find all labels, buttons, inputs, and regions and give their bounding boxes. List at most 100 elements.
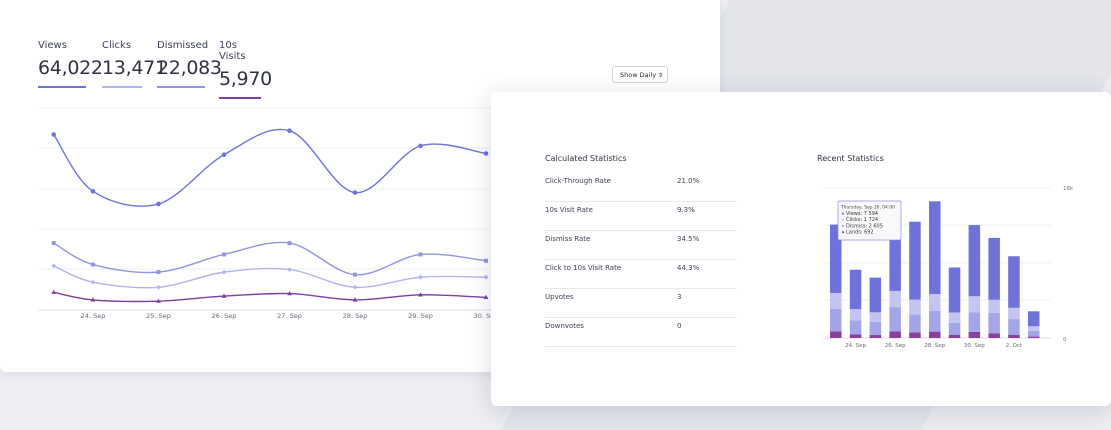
stat-row: Downvotes 0 <box>545 317 737 347</box>
x-tick-label: 26. Sep <box>885 343 906 349</box>
bar-segment-views <box>968 225 981 297</box>
data-point <box>51 132 56 137</box>
bar-segment-views <box>889 219 901 291</box>
stat-label: Click-Through Rate <box>545 177 611 185</box>
x-tick-label: 25. Sep <box>146 312 171 320</box>
tooltip-heading: Thursday, Sep 26, 04:00 <box>840 205 895 211</box>
stat-row: Click-Through Rate 21.0% <box>545 172 737 202</box>
stat-label: Downvotes <box>545 322 584 330</box>
data-point <box>418 292 423 297</box>
bar-segment-clicks <box>988 299 1000 313</box>
data-point <box>51 241 56 246</box>
data-point <box>352 297 358 302</box>
data-point <box>221 152 227 158</box>
data-point <box>156 270 161 275</box>
metric-label: Clicks <box>102 40 132 51</box>
data-point <box>91 262 95 267</box>
x-tick-label: 30. Sep <box>474 312 499 320</box>
data-point <box>221 269 227 275</box>
bar-segment-clicks <box>1008 307 1020 320</box>
x-tick-label: 24. Sep <box>81 312 106 320</box>
data-point <box>156 298 161 303</box>
bar-segment-clicks <box>869 312 882 322</box>
data-point <box>418 252 423 257</box>
stat-value: 21.0% <box>677 177 700 185</box>
data-point <box>221 293 227 298</box>
data-point <box>484 258 488 263</box>
data-point <box>287 290 292 296</box>
bar-segment-dismiss <box>948 322 961 335</box>
tooltip-line: Clicks: 1 724 <box>846 217 878 223</box>
tooltip-dot <box>841 231 845 234</box>
data-point <box>483 151 489 156</box>
stat-row: 10s Visit Rate 9.3% <box>545 201 737 231</box>
bar-segment-lands <box>830 331 842 338</box>
bar-segment-dismiss <box>830 308 842 332</box>
interval-select[interactable]: Show Daily ⇕ <box>612 66 668 83</box>
statistics-card: Calculated Statistics Click-Through Rate… <box>491 92 1111 406</box>
stat-label: 10s Visit Rate <box>545 206 593 214</box>
bar-segment-dismiss <box>869 321 882 335</box>
bar-segment-dismiss <box>1028 330 1040 337</box>
data-point <box>222 252 226 257</box>
tooltip-line: Dismiss: 2 605 <box>846 223 883 229</box>
data-point <box>352 190 358 195</box>
metric-underline <box>157 86 205 88</box>
bar-segment-clicks <box>1028 326 1040 331</box>
stat-value: 3 <box>677 293 682 301</box>
tooltip-box <box>837 200 902 241</box>
bar-segment-lands <box>1008 335 1020 338</box>
bar-segment-dismiss <box>1008 319 1020 335</box>
bar-segment-dismiss <box>889 307 901 332</box>
bar-segment-clicks <box>849 309 862 321</box>
line-series <box>53 241 487 276</box>
bar-segment-lands <box>1028 336 1040 338</box>
line-series <box>53 265 487 289</box>
stat-row: Upvotes 3 <box>545 288 737 318</box>
bar-segment-dismiss <box>849 320 862 335</box>
data-point <box>352 284 358 290</box>
x-tick-label: 2. Oct <box>1006 343 1023 349</box>
metric-label: Dismissed <box>157 40 209 51</box>
line-series <box>53 291 487 303</box>
data-point <box>287 267 292 272</box>
data-point <box>483 274 489 280</box>
metric-underline <box>38 86 86 88</box>
bar-segment-clicks <box>948 312 961 323</box>
data-point <box>156 284 161 290</box>
bar-segment-dismiss <box>988 312 1000 334</box>
data-point <box>51 289 57 294</box>
data-point <box>90 297 96 302</box>
y-tick-label: 16k <box>1063 186 1074 192</box>
tooltip-dot <box>841 212 845 215</box>
data-point <box>287 241 292 246</box>
bar-segment-views <box>869 277 882 313</box>
y-tick-label: 0 <box>1063 337 1067 343</box>
bar-segment-views <box>988 237 1000 300</box>
metric-underline <box>219 97 261 99</box>
bar-segment-clicks <box>889 290 901 308</box>
data-point <box>483 294 489 299</box>
line-series <box>53 128 487 207</box>
recent-title: Recent Statistics <box>817 154 884 163</box>
bar-segment-views <box>1008 256 1020 308</box>
bar-segment-lands <box>849 334 862 338</box>
data-point <box>156 201 161 207</box>
bar-segment-lands <box>968 331 981 338</box>
x-tick-label: 29. Sep <box>408 312 433 320</box>
bar-segment-dismiss <box>929 311 941 332</box>
interval-select-value: Show Daily <box>620 71 657 79</box>
metric-10s-visits[interactable]: 10s Visits 5,970 <box>219 40 272 99</box>
bar-segment-clicks <box>929 294 941 311</box>
metric-label: Views <box>38 40 67 51</box>
data-point <box>353 272 357 277</box>
bar-segment-lands <box>909 332 921 338</box>
bar-segment-dismiss <box>909 314 921 333</box>
x-tick-label: 28. Sep <box>924 343 945 349</box>
bar-segment-lands <box>929 331 941 338</box>
stat-value: 9.3% <box>677 206 695 214</box>
bar-segment-views <box>849 269 862 310</box>
bar-segment-lands <box>869 334 882 338</box>
bar-segment-lands <box>889 331 901 338</box>
